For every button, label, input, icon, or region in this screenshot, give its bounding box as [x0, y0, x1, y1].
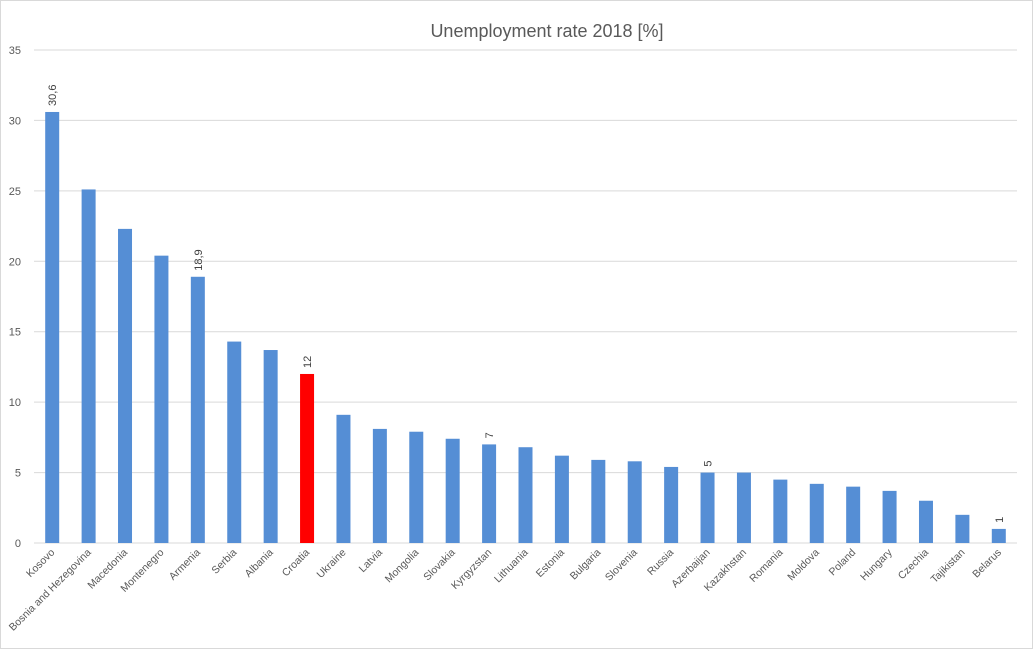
x-tick-label: Hungary [858, 546, 895, 583]
y-tick-label: 25 [9, 186, 21, 198]
bar-croatia [300, 373, 315, 543]
bar-ukraine [336, 414, 351, 543]
x-tick-label: Mongolia [383, 547, 422, 586]
data-label: 5 [703, 460, 715, 466]
x-tick-label: Czechia [896, 547, 931, 582]
bar-macedonia [118, 228, 133, 544]
x-tick-label: Kosovo [24, 547, 57, 580]
x-tick-label: Albania [243, 547, 276, 580]
x-tick-label: Russia [645, 547, 676, 578]
y-tick-label: 5 [15, 468, 21, 480]
bar-kosovo [45, 111, 60, 543]
bar-estonia [554, 455, 569, 543]
x-tick-label: Estonia [534, 547, 567, 580]
bar-tajikistan [955, 514, 970, 543]
x-tick-label: Slovenia [603, 547, 640, 584]
x-tick-label: Bulgaria [568, 547, 604, 583]
bar-poland [846, 486, 861, 543]
x-tick-label: Tajikistan [928, 547, 967, 586]
bar-montenegro [154, 255, 169, 543]
bar-belarus [991, 528, 1006, 543]
bar-moldova [809, 483, 824, 543]
y-tick-label: 20 [9, 256, 21, 268]
x-tick-label: Poland [827, 547, 859, 579]
bar-kazakhstan [736, 472, 751, 543]
y-tick-label: 0 [15, 538, 21, 550]
x-tick-label: Croatia [280, 547, 313, 580]
chart-title: Unemployment rate 2018 [%] [430, 21, 663, 41]
y-tick-label: 10 [9, 397, 21, 409]
bar-azerbaijan [700, 472, 715, 543]
data-label: 18,9 [193, 249, 205, 270]
y-tick-label: 30 [9, 115, 21, 127]
bar-kyrgyzstan [482, 444, 497, 543]
bar-slovakia [445, 438, 460, 543]
data-label: 7 [484, 432, 496, 438]
x-tick-label: Romania [747, 547, 785, 585]
bar-russia [664, 466, 679, 543]
bar-romania [773, 479, 788, 543]
x-tick-label: Belarus [970, 547, 1004, 581]
bar-albania [263, 350, 278, 543]
data-label: 12 [302, 356, 314, 368]
bar-bosnia-and-hezegovina [81, 189, 96, 543]
bar-hungary [882, 490, 897, 543]
bar-armenia [190, 276, 205, 543]
bar-slovenia [627, 461, 642, 543]
bar-bulgaria [591, 459, 606, 543]
bar-czechia [918, 500, 933, 543]
bar-mongolia [409, 431, 424, 543]
x-tick-label: Serbia [209, 547, 239, 577]
data-label: 30,6 [47, 85, 59, 106]
bar-serbia [227, 341, 242, 543]
x-tick-label: Ukraine [315, 547, 349, 581]
y-tick-label: 35 [9, 45, 21, 57]
bar-latvia [372, 428, 387, 543]
x-tick-label: Slovakia [421, 547, 458, 584]
x-tick-label: Lithuania [492, 547, 531, 586]
x-tick-label: Moldova [785, 547, 822, 584]
y-tick-label: 15 [9, 327, 21, 339]
data-label: 1 [994, 517, 1006, 523]
bar-lithuania [518, 447, 533, 543]
x-tick-label: Armenia [167, 547, 203, 583]
x-tick-label: Latvia [357, 547, 385, 575]
